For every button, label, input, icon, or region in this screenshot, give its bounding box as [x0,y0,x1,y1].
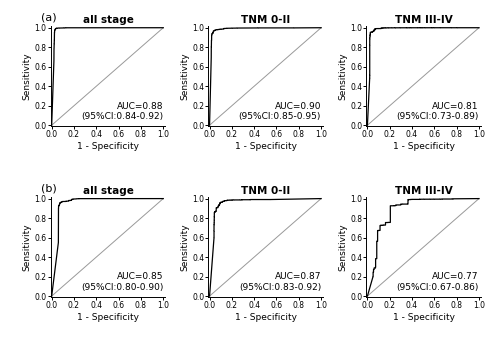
Text: AUC=0.85: AUC=0.85 [116,273,163,281]
Y-axis label: Sensitivity: Sensitivity [180,52,190,100]
Text: AUC=0.77: AUC=0.77 [432,273,479,281]
X-axis label: 1 - Specificity: 1 - Specificity [235,313,297,322]
Title: all stage: all stage [82,186,134,196]
Title: TNM III-IV: TNM III-IV [395,15,452,25]
Text: (95%CI:0.67-0.86): (95%CI:0.67-0.86) [396,282,479,292]
Y-axis label: Sensitivity: Sensitivity [180,223,190,271]
Y-axis label: Sensitivity: Sensitivity [338,52,347,100]
Text: AUC=0.81: AUC=0.81 [432,102,479,111]
Text: AUC=0.88: AUC=0.88 [116,102,163,111]
Y-axis label: Sensitivity: Sensitivity [338,223,347,271]
Text: (a): (a) [40,12,56,22]
Text: AUC=0.90: AUC=0.90 [274,102,321,111]
X-axis label: 1 - Specificity: 1 - Specificity [393,142,455,151]
Title: all stage: all stage [82,15,134,25]
Text: (b): (b) [40,183,56,193]
X-axis label: 1 - Specificity: 1 - Specificity [77,313,139,322]
Title: TNM III-IV: TNM III-IV [395,186,452,196]
Text: (95%CI:0.85-0.95): (95%CI:0.85-0.95) [238,112,321,121]
Y-axis label: Sensitivity: Sensitivity [22,223,32,271]
Text: (95%CI:0.84-0.92): (95%CI:0.84-0.92) [81,112,163,121]
Text: (95%CI:0.80-0.90): (95%CI:0.80-0.90) [81,282,163,292]
Text: (95%CI:0.73-0.89): (95%CI:0.73-0.89) [396,112,479,121]
Y-axis label: Sensitivity: Sensitivity [22,52,32,100]
Title: TNM 0-II: TNM 0-II [242,186,290,196]
Text: (95%CI:0.83-0.92): (95%CI:0.83-0.92) [239,282,321,292]
X-axis label: 1 - Specificity: 1 - Specificity [77,142,139,151]
Title: TNM 0-II: TNM 0-II [242,15,290,25]
X-axis label: 1 - Specificity: 1 - Specificity [235,142,297,151]
X-axis label: 1 - Specificity: 1 - Specificity [393,313,455,322]
Text: AUC=0.87: AUC=0.87 [274,273,321,281]
